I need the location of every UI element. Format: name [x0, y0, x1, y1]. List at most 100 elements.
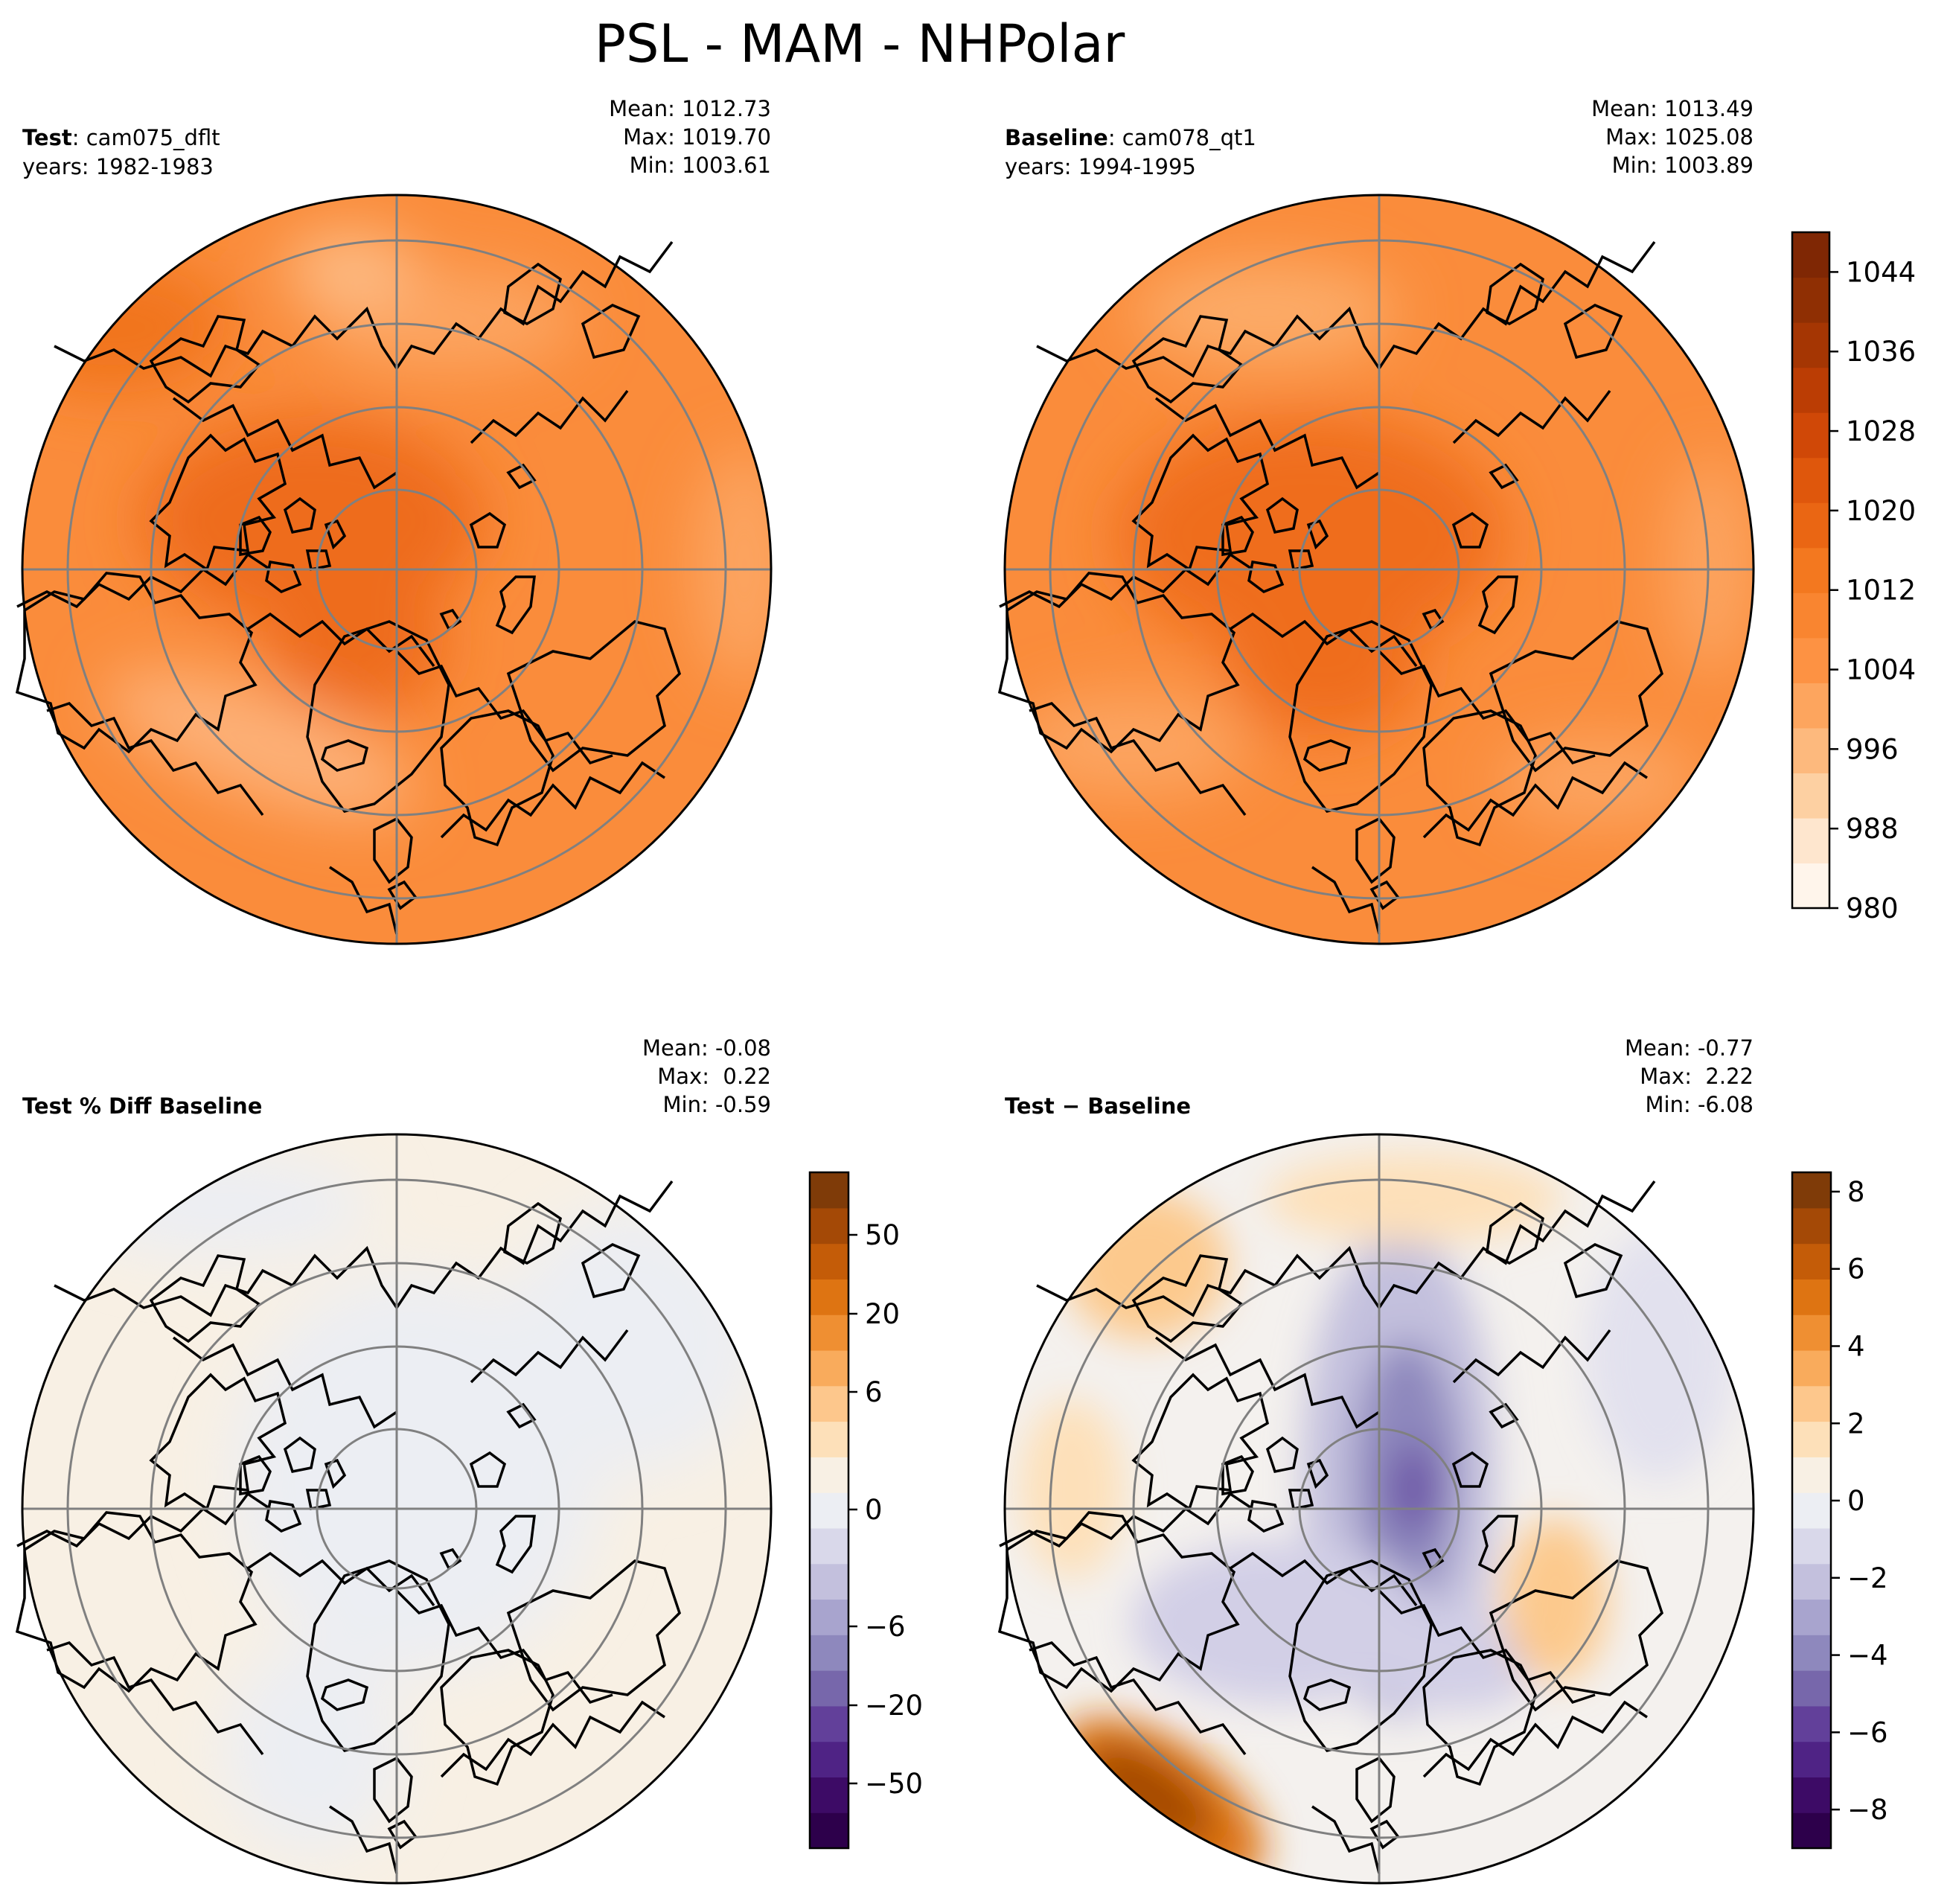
pctdiff-colorbar-tick-label: −6	[865, 1611, 906, 1643]
baseline-label-bold: Baseline	[1005, 125, 1108, 150]
pctdiff-colorbar-segment	[810, 1670, 848, 1707]
diff-max: Max: 2.22	[1640, 1064, 1754, 1089]
pctdiff-mean: Mean: -0.08	[642, 1035, 771, 1061]
pctdiff-colorbar-tick-label: 0	[865, 1494, 883, 1526]
psl-colorbar-tick-label: 988	[1846, 813, 1899, 845]
pctdiff-colorbar-segment	[810, 1741, 848, 1778]
baseline-mean: Mean: 1013.49	[1591, 96, 1754, 121]
diff-mean: Mean: -0.77	[1624, 1035, 1754, 1061]
diff-colorbar-segment	[1792, 1777, 1831, 1813]
diff-colorbar-segment	[1792, 1457, 1831, 1493]
pctdiff-colorbar-segment	[810, 1207, 848, 1245]
test-panel-label: Test: cam075_dflt	[22, 124, 220, 152]
psl-colorbar-segment	[1792, 773, 1829, 819]
pctdiff-min: Min: -0.59	[662, 1092, 771, 1117]
psl-colorbar-segment	[1792, 322, 1829, 368]
pctdiff-map	[16, 1133, 773, 1885]
pctdiff-colorbar-segment	[810, 1279, 848, 1315]
diff-colorbar-tick-label: −4	[1847, 1640, 1888, 1672]
pctdiff-colorbar-segment	[810, 1705, 848, 1742]
psl-colorbar-segment	[1792, 277, 1829, 323]
diff-colorbar-segment	[1792, 1527, 1831, 1565]
pctdiff-colorbar: 50 20 6 0 −6 −20 −50	[808, 1171, 923, 1850]
diff-colorbar-tick-label: 2	[1847, 1408, 1865, 1440]
psl-colorbar-tick-label: 1012	[1846, 575, 1916, 607]
test-psl-map	[16, 194, 773, 945]
diff-colorbar-segment	[1792, 1741, 1831, 1778]
baseline-years: years: 1994-1995	[1005, 154, 1196, 179]
pctdiff-colorbar-tick-label: −50	[865, 1768, 923, 1800]
pctdiff-colorbar-tick-label: −20	[865, 1690, 923, 1722]
psl-colorbar-segment	[1792, 727, 1829, 773]
psl-colorbar-tick-label: 1004	[1846, 654, 1916, 686]
pctdiff-max: Max: 0.22	[657, 1064, 771, 1089]
figure-title: PSL - MAM - NHPolar	[594, 13, 1125, 74]
diff-colorbar-segment	[1792, 1279, 1831, 1315]
pctdiff-colorbar-segment	[810, 1527, 848, 1565]
pctdiff-colorbar-segment	[810, 1777, 848, 1813]
diff-colorbar-segment	[1792, 1812, 1831, 1849]
pctdiff-colorbar-segment	[810, 1599, 848, 1635]
pctdiff-colorbar-tick-label: 20	[865, 1298, 900, 1330]
pctdiff-colorbar-segment	[810, 1457, 848, 1493]
diff-min: Min: -6.08	[1645, 1092, 1754, 1117]
diff-colorbar-segment	[1792, 1172, 1831, 1209]
pctdiff-colorbar-segment	[810, 1349, 848, 1387]
psl-colorbar-segment	[1792, 637, 1829, 683]
psl-colorbar-segment	[1792, 232, 1829, 278]
pctdiff-colorbar-segment	[810, 1385, 848, 1422]
diff-colorbar-segment	[1792, 1563, 1831, 1600]
diff-colorbar-segment	[1792, 1492, 1831, 1529]
baseline-min: Min: 1003.89	[1611, 153, 1754, 178]
test-stats: Mean: 1012.73 Max: 1019.70 Min: 1003.61	[521, 95, 771, 179]
baseline-panel-label: Baseline: cam078_qt1	[1005, 124, 1256, 152]
diff-colorbar-segment	[1792, 1385, 1831, 1422]
test-mean: Mean: 1012.73	[609, 96, 771, 121]
pctdiff-colorbar-segment	[810, 1563, 848, 1600]
test-case-name: : cam075_dflt	[71, 125, 220, 150]
pctdiff-colorbar-tick-label: 50	[865, 1219, 900, 1251]
pctdiff-colorbar-segment	[810, 1812, 848, 1849]
psl-colorbar-segment	[1792, 817, 1829, 864]
pctdiff-colorbar-segment	[810, 1243, 848, 1280]
diff-stats: Mean: -0.77 Max: 2.22 Min: -6.08	[1503, 1034, 1754, 1119]
psl-colorbar-segment	[1792, 863, 1829, 909]
psl-colorbar-segment	[1792, 683, 1829, 729]
baseline-psl-map	[998, 194, 1755, 945]
diff-colorbar-tick-label: 6	[1847, 1253, 1865, 1285]
diff-colorbar-tick-label: −8	[1847, 1794, 1888, 1826]
psl-colorbar-tick-label: 980	[1846, 892, 1899, 924]
psl-colorbar-tick-label: 1028	[1846, 415, 1916, 447]
psl-colorbar-segment	[1792, 367, 1829, 413]
diff-colorbar-tick-label: −2	[1847, 1562, 1888, 1594]
diff-colorbar-segment	[1792, 1599, 1831, 1635]
baseline-stats: Mean: 1013.49 Max: 1025.08 Min: 1003.89	[1503, 95, 1754, 179]
diff-panel-label: Test − Baseline	[1005, 1093, 1192, 1119]
pctdiff-colorbar-segment	[810, 1421, 848, 1457]
pctdiff-colorbar-segment	[810, 1172, 848, 1209]
diff-colorbar-tick-label: 0	[1847, 1485, 1865, 1517]
pctdiff-colorbar-segment	[810, 1492, 848, 1529]
diff-map	[998, 1133, 1755, 1885]
diff-colorbar-segment	[1792, 1349, 1831, 1387]
diff-colorbar-segment	[1792, 1421, 1831, 1457]
psl-colorbar-segment	[1792, 412, 1829, 459]
test-years: years: 1982-1983	[22, 154, 214, 179]
diff-colorbar-tick-label: −6	[1847, 1716, 1888, 1748]
diff-colorbar-tick-label: 4	[1847, 1330, 1865, 1362]
psl-colorbar-frame	[1791, 231, 1831, 910]
diff-colorbar: 8 6 4 2 0 −2 −4 −6 −8	[1791, 1171, 1888, 1850]
test-label-bold: Test	[22, 125, 72, 150]
diff-colorbar-frame	[1791, 1171, 1832, 1850]
psl-colorbar-segment	[1792, 547, 1829, 593]
pctdiff-stats: Mean: -0.08 Max: 0.22 Min: -0.59	[521, 1034, 771, 1119]
baseline-max: Max: 1025.08	[1605, 124, 1754, 150]
diff-colorbar-segment	[1792, 1670, 1831, 1707]
psl-colorbar-tick-label: 1044	[1846, 256, 1916, 288]
psl-colorbar-tick-label: 1036	[1846, 336, 1916, 368]
diff-colorbar-tick-label: 8	[1847, 1176, 1865, 1208]
diff-colorbar-segment	[1792, 1314, 1831, 1351]
diff-colorbar-segment	[1792, 1207, 1831, 1245]
test-max: Max: 1019.70	[623, 124, 771, 150]
